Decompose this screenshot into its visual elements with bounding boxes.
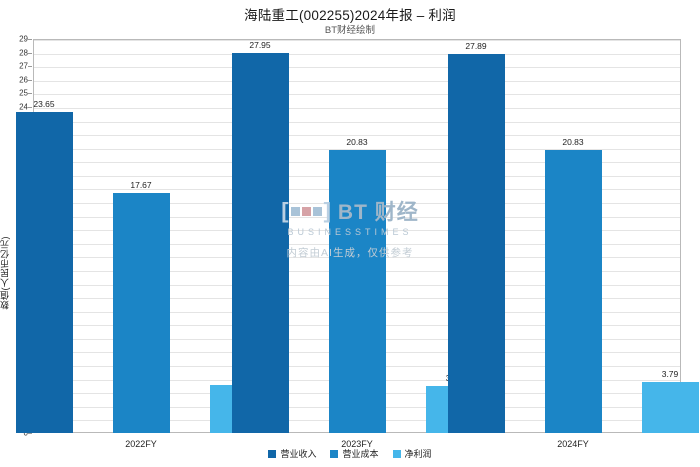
gridline: [34, 148, 680, 150]
bar[interactable]: [544, 149, 602, 433]
gridline: [34, 40, 680, 41]
legend-swatch: [392, 449, 401, 458]
y-tick-mark: [28, 93, 32, 95]
legend-swatch: [268, 449, 277, 458]
y-tick-mark: [28, 79, 32, 81]
legend-item[interactable]: 营业成本: [330, 447, 379, 460]
bar-value-label: 27.95: [249, 40, 271, 51]
y-tick-label: 0: [23, 428, 28, 438]
x-tick-label: 2024FY: [557, 439, 589, 449]
bar-value-label: 17.67: [130, 179, 152, 190]
gridline: [34, 135, 680, 137]
y-tick-mark: [28, 52, 32, 54]
y-tick-label: 28: [19, 48, 28, 58]
bar[interactable]: [328, 149, 386, 433]
bar-value-label: 20.83: [562, 136, 584, 147]
legend-item[interactable]: 营业收入: [268, 447, 316, 460]
y-tick-mark: [28, 106, 32, 108]
y-tick-mark: [28, 39, 32, 40]
bar-value-label: 3.79: [661, 368, 679, 379]
gridline: [34, 67, 680, 69]
bar[interactable]: [112, 192, 170, 433]
gridline: [34, 53, 680, 55]
legend-label: 营业成本: [342, 449, 379, 459]
y-tick-label: 26: [19, 75, 28, 85]
bar[interactable]: [641, 381, 699, 433]
x-tick-label: 2023FY: [341, 439, 373, 449]
legend-item[interactable]: 净利润: [392, 447, 432, 460]
bar[interactable]: [15, 111, 73, 433]
y-tick-mark: [28, 66, 32, 68]
y-tick-mark: [28, 433, 32, 434]
chart-title: 海陆重工(002255)2024年报 – 利润: [244, 8, 456, 23]
gridline: [34, 107, 680, 109]
bar-value-label: 27.89: [465, 41, 487, 52]
gridline: [34, 121, 680, 123]
x-tick-label: 2022FY: [125, 439, 157, 449]
y-tick-label: 24: [19, 102, 28, 112]
bar[interactable]: [447, 54, 505, 433]
chart-legend: 营业收入 营业成本 净利润: [0, 447, 700, 460]
legend-swatch: [330, 449, 339, 458]
legend-label: 净利润: [404, 449, 432, 459]
legend-label: 营业收入: [280, 449, 317, 459]
y-tick-label: 29: [19, 34, 28, 44]
bar-value-label: 20.83: [346, 136, 368, 147]
y-tick-label: 27: [19, 61, 28, 71]
gridline: [34, 80, 680, 82]
y-tick-label: 25: [19, 88, 28, 98]
chart-subtitle: BT财经绘制: [324, 25, 376, 36]
bar-value-label: 23.65: [33, 98, 55, 109]
bar[interactable]: [231, 53, 289, 433]
gridline: [34, 94, 680, 96]
